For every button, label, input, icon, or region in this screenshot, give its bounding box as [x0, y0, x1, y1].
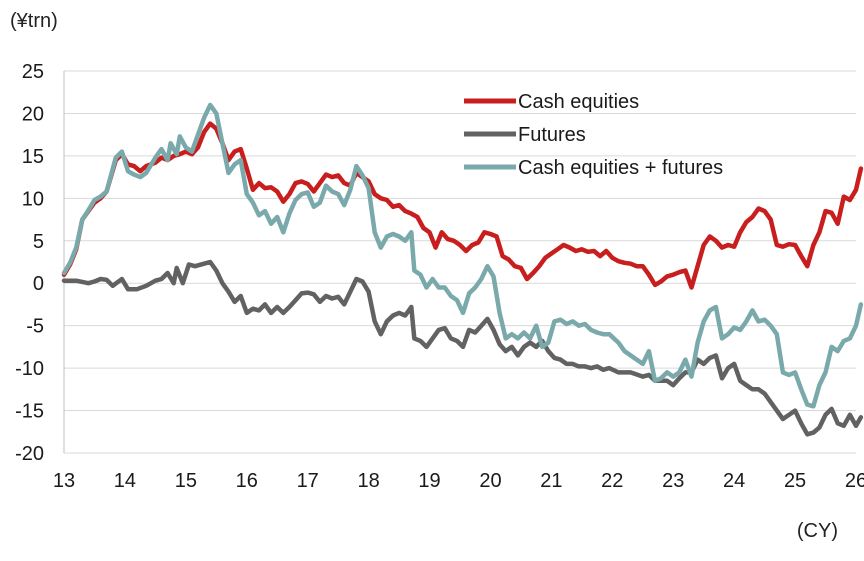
x-tick-label: 17 [297, 470, 319, 492]
x-tick-label: 24 [723, 470, 745, 492]
y-tick-label: -15 [15, 401, 44, 423]
y-tick-label: 0 [33, 273, 44, 295]
y-axis-unit-label: (¥trn) [10, 10, 58, 32]
y-tick-label: 15 [22, 146, 44, 168]
y-tick-label: -10 [15, 358, 44, 380]
x-tick-label: 25 [784, 470, 806, 492]
y-tick-label: 10 [22, 188, 44, 210]
x-tick-label: 23 [662, 470, 684, 492]
x-tick-label: 15 [175, 470, 197, 492]
legend-label: Cash equities + futures [518, 157, 723, 179]
x-tick-label: 21 [540, 470, 562, 492]
x-tick-label: 18 [357, 470, 379, 492]
x-tick-label: 19 [418, 470, 440, 492]
x-axis-unit-label: (CY) [796, 520, 838, 542]
series-line-2 [61, 259, 864, 437]
series-line-3 [61, 102, 864, 409]
y-tick-label: 25 [22, 61, 44, 83]
y-tick-label: -20 [15, 443, 44, 465]
x-tick-label: 14 [114, 470, 136, 492]
legend-label: Cash equities [518, 91, 639, 113]
series-line-1 [61, 121, 864, 290]
x-tick-label: 26 [845, 470, 864, 492]
x-tick-label: 13 [53, 470, 75, 492]
y-tick-label: 20 [22, 103, 44, 125]
y-tick-label: 5 [33, 231, 44, 253]
x-tick-label: 22 [601, 470, 623, 492]
x-tick-label: 16 [236, 470, 258, 492]
legend-label: Futures [518, 124, 586, 146]
y-tick-label: -5 [26, 316, 44, 338]
x-tick-label: 20 [479, 470, 501, 492]
